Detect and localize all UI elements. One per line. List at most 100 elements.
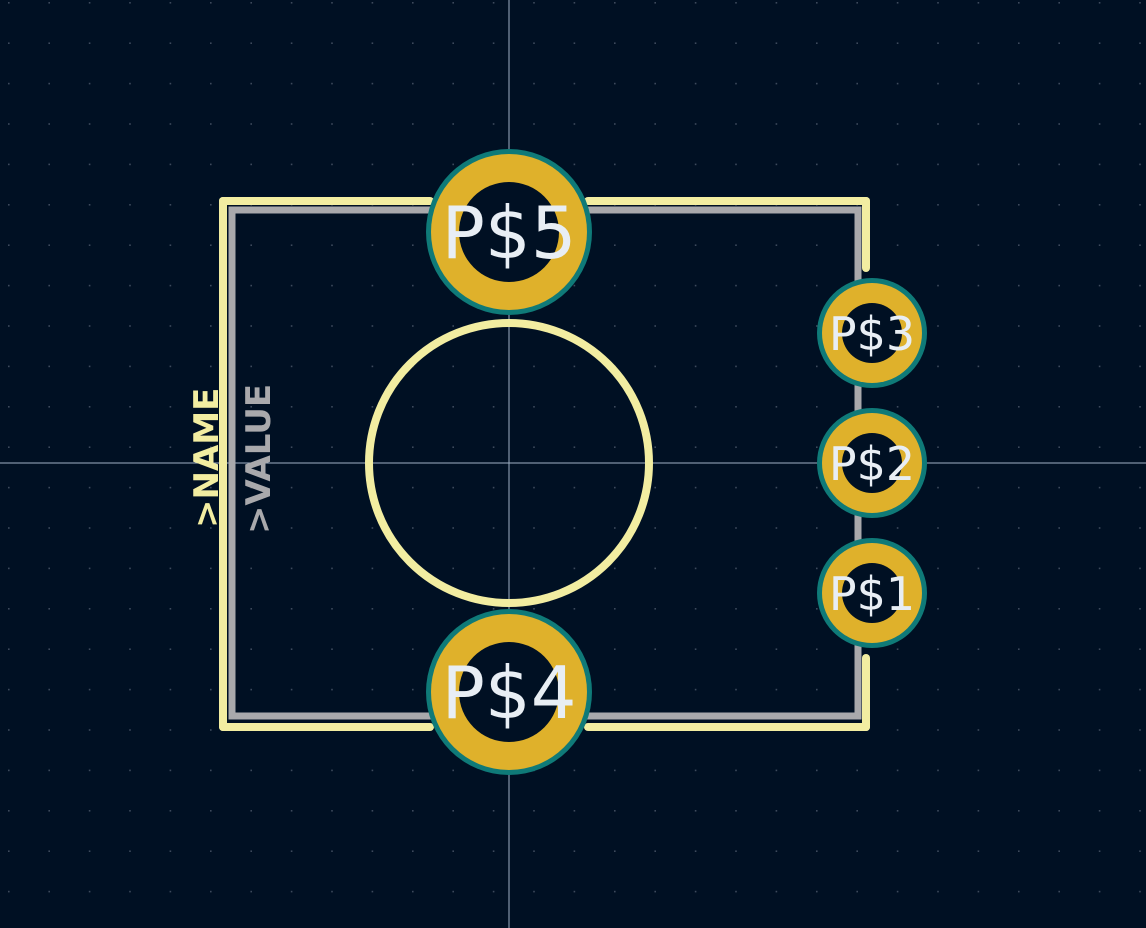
grid-dot xyxy=(371,688,374,691)
grid-dot xyxy=(290,688,293,691)
grid-dot xyxy=(896,648,899,650)
grid-dot xyxy=(210,163,212,166)
grid-dot xyxy=(88,527,91,529)
grid-dot xyxy=(573,406,576,408)
grid-dot xyxy=(654,608,656,610)
grid-dot xyxy=(48,204,50,206)
grid-dot xyxy=(48,446,50,448)
grid-dot xyxy=(1018,769,1020,772)
pads-layer: P$5 P$4 P$3 P$2 P$1 xyxy=(426,149,927,775)
grid-dot xyxy=(735,244,737,246)
pad-p3[interactable]: P$3 xyxy=(817,278,927,388)
grid-dot xyxy=(937,648,939,650)
grid-dot xyxy=(331,567,333,570)
grid-dot xyxy=(88,486,91,489)
grid-dot xyxy=(896,204,899,206)
grid-dot xyxy=(452,769,454,772)
grid-dot xyxy=(573,163,576,166)
grid-dot xyxy=(816,123,818,125)
grid-dot xyxy=(573,769,576,772)
grid-dot xyxy=(492,42,495,44)
grid-dot xyxy=(290,446,293,448)
grid-dot xyxy=(452,123,454,125)
grid-dot xyxy=(1098,567,1101,570)
grid-dot xyxy=(816,2,818,4)
grid-dot xyxy=(48,406,50,408)
grid-dot xyxy=(331,365,333,368)
grid-dot xyxy=(88,123,91,125)
pad-p1[interactable]: P$1 xyxy=(817,538,927,648)
footprint-name-ref[interactable]: >NAME xyxy=(187,388,227,528)
grid-dot xyxy=(1018,688,1020,691)
grid-dot xyxy=(48,244,50,246)
grid-dot xyxy=(977,446,980,448)
pad-p2[interactable]: P$2 xyxy=(817,408,927,518)
grid-dot xyxy=(210,204,212,206)
grid-dot xyxy=(250,688,252,691)
grid-dot xyxy=(856,769,858,772)
grid-dot xyxy=(735,608,737,610)
grid-dot xyxy=(8,688,10,691)
grid-dot xyxy=(88,163,91,166)
grid-dot xyxy=(573,325,576,327)
pad-p5[interactable]: P$5 xyxy=(426,149,592,315)
pad-label: P$3 xyxy=(829,307,915,361)
pad-p4[interactable]: P$4 xyxy=(426,609,592,775)
grid-dot xyxy=(1139,204,1141,206)
grid-dot xyxy=(129,42,131,44)
grid-dot xyxy=(614,810,616,812)
grid-dot xyxy=(48,567,50,570)
pad-drill-hole xyxy=(842,433,902,493)
grid-dot xyxy=(250,567,252,570)
grid-dot xyxy=(654,284,656,287)
grid-dot xyxy=(48,365,50,368)
grid-dot xyxy=(533,850,535,852)
grid-dot xyxy=(654,446,656,448)
grid-dot xyxy=(88,82,91,85)
grid-dot xyxy=(331,406,333,408)
grid-dot xyxy=(169,688,172,691)
grid-dot xyxy=(412,42,414,44)
grid-dot xyxy=(856,850,858,852)
grid-dot xyxy=(1139,486,1141,489)
grid-dot xyxy=(8,608,10,610)
grid-dot xyxy=(88,890,91,893)
grid-dot xyxy=(290,486,293,489)
grid-dot xyxy=(1058,284,1060,287)
grid-dot xyxy=(1139,123,1141,125)
grid-dot xyxy=(210,527,212,529)
grid-dot xyxy=(654,406,656,408)
grid-dot xyxy=(8,810,10,812)
grid-dot xyxy=(694,567,697,570)
grid-dot xyxy=(250,42,252,44)
grid-dot xyxy=(735,82,737,85)
grid-dot xyxy=(1058,325,1060,327)
footprint-value-ref[interactable]: >VALUE xyxy=(239,384,279,534)
grid-dot xyxy=(977,648,980,650)
grid-dot xyxy=(735,688,737,691)
grid-dot xyxy=(896,123,899,125)
grid-dot xyxy=(412,850,414,852)
grid-dot xyxy=(1098,123,1101,125)
grid-dot xyxy=(533,608,535,610)
grid-dot xyxy=(977,729,980,731)
grid-dot xyxy=(896,729,899,731)
grid-dot xyxy=(1058,688,1060,691)
fab-body-outline xyxy=(228,206,862,720)
grid-dot xyxy=(1139,810,1141,812)
grid-dot xyxy=(331,123,333,125)
grid-dot xyxy=(573,850,576,852)
grid-dot xyxy=(1018,406,1020,408)
grid-dot xyxy=(977,810,980,812)
grid-dot xyxy=(1139,567,1141,570)
grid-dot xyxy=(169,163,172,166)
grid-dot xyxy=(129,527,131,529)
grid-dot xyxy=(533,810,535,812)
grid-dot xyxy=(775,648,778,650)
grid-dot xyxy=(48,810,50,812)
grid-dot xyxy=(614,608,616,610)
grid-dot xyxy=(694,446,697,448)
grid-dot xyxy=(1098,325,1101,327)
